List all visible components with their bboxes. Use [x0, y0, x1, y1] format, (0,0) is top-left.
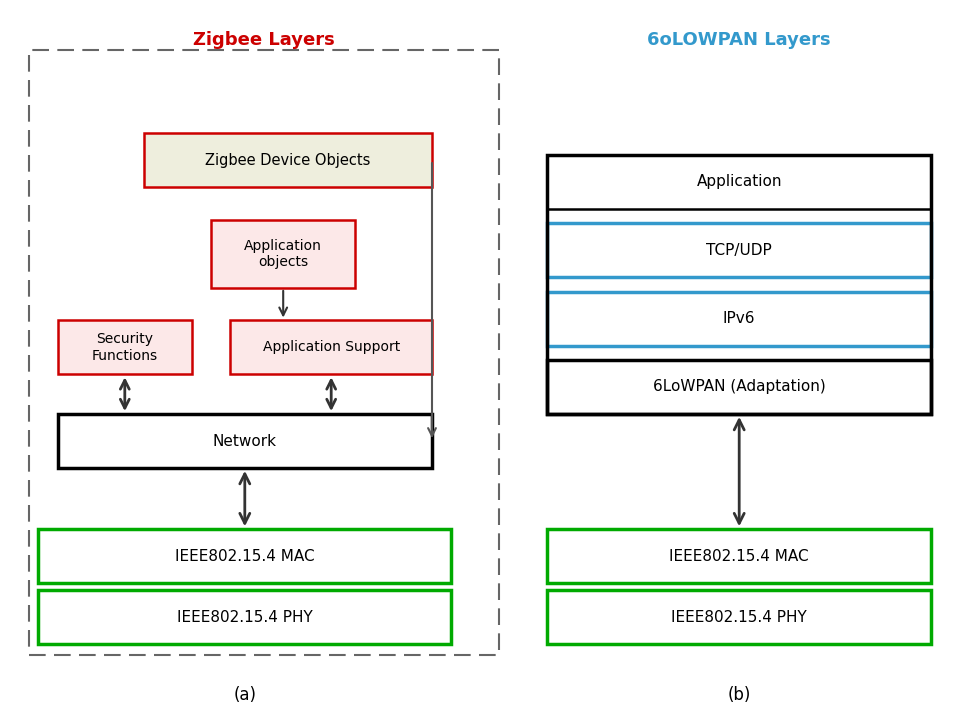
Text: IEEE802.15.4 MAC: IEEE802.15.4 MAC [669, 549, 809, 564]
FancyBboxPatch shape [547, 155, 931, 209]
FancyBboxPatch shape [144, 133, 432, 187]
Text: Zigbee Device Objects: Zigbee Device Objects [205, 153, 371, 168]
Text: Application Support: Application Support [263, 341, 399, 354]
FancyBboxPatch shape [58, 320, 192, 374]
FancyBboxPatch shape [211, 220, 355, 288]
Text: Zigbee Layers: Zigbee Layers [193, 30, 335, 49]
Text: IEEE802.15.4 MAC: IEEE802.15.4 MAC [175, 549, 315, 564]
FancyBboxPatch shape [38, 529, 451, 583]
FancyBboxPatch shape [58, 414, 432, 468]
Text: Network: Network [213, 433, 276, 449]
Text: IEEE802.15.4 PHY: IEEE802.15.4 PHY [177, 610, 313, 625]
Text: IEEE802.15.4 PHY: IEEE802.15.4 PHY [671, 610, 807, 625]
Text: 6LoWPAN (Adaptation): 6LoWPAN (Adaptation) [653, 379, 826, 395]
FancyBboxPatch shape [547, 590, 931, 644]
FancyBboxPatch shape [38, 590, 451, 644]
Text: Application
objects: Application objects [244, 239, 323, 269]
FancyBboxPatch shape [547, 529, 931, 583]
Text: (b): (b) [728, 685, 751, 704]
Text: IPv6: IPv6 [723, 311, 756, 326]
FancyBboxPatch shape [547, 292, 931, 346]
Text: (a): (a) [233, 685, 256, 704]
Text: Application: Application [696, 174, 782, 189]
Text: TCP/UDP: TCP/UDP [707, 243, 772, 258]
FancyBboxPatch shape [547, 223, 931, 277]
FancyBboxPatch shape [547, 360, 931, 414]
FancyBboxPatch shape [230, 320, 432, 374]
Text: 6oLOWPAN Layers: 6oLOWPAN Layers [647, 30, 831, 49]
Text: Security
Functions: Security Functions [92, 333, 157, 362]
